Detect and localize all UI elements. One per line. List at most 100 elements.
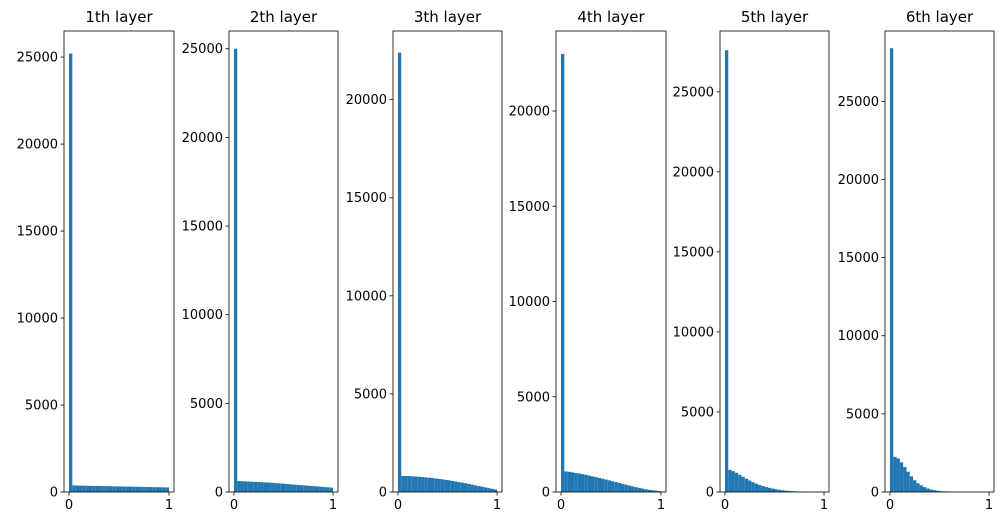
histogram-bar bbox=[253, 481, 258, 492]
histogram-bar bbox=[152, 487, 156, 492]
histogram-bar bbox=[266, 482, 271, 492]
histogram-bar bbox=[764, 487, 768, 492]
histogram-bar bbox=[493, 489, 498, 492]
histogram-bar bbox=[270, 482, 274, 492]
histogram-bar bbox=[233, 48, 238, 492]
subplot-3: 0 5000 10000 15000 20000 0 1 3th layer bbox=[346, 8, 503, 513]
y-tick-label: 25000 bbox=[17, 51, 58, 66]
histogram-bar bbox=[115, 486, 119, 492]
histogram-bar bbox=[774, 489, 778, 492]
y-tick-label: 20000 bbox=[17, 138, 58, 153]
x-tick-label: 1 bbox=[165, 498, 173, 513]
histogram-bar bbox=[561, 53, 565, 493]
histogram-bar bbox=[135, 486, 139, 492]
histogram-bar bbox=[243, 481, 248, 492]
x-tick-label: 1 bbox=[985, 498, 993, 513]
histogram-bar bbox=[483, 487, 488, 492]
histogram-bar bbox=[757, 484, 762, 492]
histogram-bar bbox=[247, 481, 251, 492]
histogram-bar bbox=[936, 490, 940, 492]
histogram-bar bbox=[724, 50, 729, 492]
histogram-bar bbox=[597, 477, 601, 492]
y-tick-label: 25000 bbox=[838, 95, 879, 110]
histogram-bar bbox=[741, 476, 745, 492]
histogram-bar bbox=[787, 490, 792, 492]
y-tick-label: 20000 bbox=[182, 131, 223, 146]
y-tick-label: 15000 bbox=[346, 191, 387, 206]
y-tick-label: 0 bbox=[379, 486, 387, 501]
histogram-bar bbox=[744, 478, 749, 492]
histogram-bar bbox=[761, 486, 765, 492]
x-tick-label: 0 bbox=[557, 498, 565, 513]
histogram-bar bbox=[634, 487, 638, 492]
histogram-bar bbox=[129, 486, 133, 492]
x-tick-label: 0 bbox=[230, 498, 238, 513]
y-tick-label: 10000 bbox=[17, 312, 58, 327]
axes-frame bbox=[884, 30, 995, 493]
histogram-bar bbox=[929, 489, 933, 492]
histogram-bar bbox=[614, 482, 618, 492]
histogram-bar bbox=[473, 485, 478, 492]
histogram-bar bbox=[105, 486, 109, 492]
histogram-bar bbox=[326, 487, 330, 492]
y-tick-label: 0 bbox=[706, 486, 714, 501]
histogram-bar bbox=[450, 480, 455, 492]
histogram-bar bbox=[899, 462, 904, 492]
histogram-bar bbox=[651, 490, 655, 492]
histogram-bar bbox=[470, 484, 474, 492]
axes-frame bbox=[228, 30, 339, 493]
y-tick-label: 0 bbox=[542, 486, 550, 501]
y-tick-label: 10000 bbox=[346, 289, 387, 304]
histogram-bar bbox=[250, 481, 254, 492]
histogram-bar bbox=[424, 477, 428, 492]
histogram-bar bbox=[594, 477, 598, 492]
histogram-bar bbox=[434, 478, 438, 492]
histogram-bar bbox=[467, 483, 471, 492]
y-tick-label: 0 bbox=[871, 486, 879, 501]
x-tick-label: 1 bbox=[657, 498, 665, 513]
histogram-bar bbox=[457, 482, 461, 492]
subplot-4: 0 5000 10000 15000 20000 0 1 4th layer bbox=[509, 8, 667, 513]
x-tick-label: 0 bbox=[394, 498, 402, 513]
histogram-bar bbox=[906, 471, 910, 492]
x-tick-label: 1 bbox=[329, 498, 337, 513]
x-tick-label: 0 bbox=[721, 498, 729, 513]
histogram-bar bbox=[454, 481, 458, 492]
histogram-bar bbox=[601, 478, 605, 492]
histogram-bar bbox=[411, 476, 415, 492]
histogram-bar bbox=[909, 476, 914, 492]
x-tick-label: 0 bbox=[886, 498, 894, 513]
histogram-bar bbox=[647, 489, 651, 492]
histogram-bar bbox=[109, 486, 113, 492]
histogram-bar bbox=[260, 482, 264, 492]
histogram-bar bbox=[145, 486, 149, 492]
histogram-bar bbox=[577, 473, 581, 492]
histogram-bar bbox=[283, 483, 287, 492]
y-tick-label: 20000 bbox=[673, 165, 714, 180]
y-tick-label: 15000 bbox=[673, 245, 714, 260]
histogram-bar bbox=[487, 488, 491, 492]
axes-frame bbox=[392, 30, 503, 493]
histogram-bar bbox=[604, 479, 608, 492]
histogram-bar bbox=[460, 482, 465, 492]
histogram-bar bbox=[767, 487, 772, 492]
y-tick-label: 15000 bbox=[17, 225, 58, 240]
histogram-bar bbox=[276, 483, 281, 492]
y-tick-label: 25000 bbox=[182, 42, 223, 57]
histogram-bar bbox=[574, 472, 578, 492]
histogram-bar bbox=[290, 484, 294, 492]
histogram-bar bbox=[584, 474, 588, 492]
histogram-bar bbox=[641, 488, 645, 492]
histogram-bar bbox=[437, 478, 441, 492]
histogram-bar bbox=[303, 485, 307, 492]
histogram-bar bbox=[657, 491, 661, 492]
histogram-bar bbox=[571, 472, 575, 492]
histogram-bar bbox=[621, 483, 625, 492]
histogram-bar bbox=[72, 485, 76, 492]
histogram-bar bbox=[564, 471, 568, 492]
y-tick-label: 0 bbox=[215, 486, 223, 501]
histogram-bar bbox=[591, 476, 595, 492]
histogram-bar bbox=[440, 479, 445, 492]
histogram-bar bbox=[427, 477, 431, 492]
